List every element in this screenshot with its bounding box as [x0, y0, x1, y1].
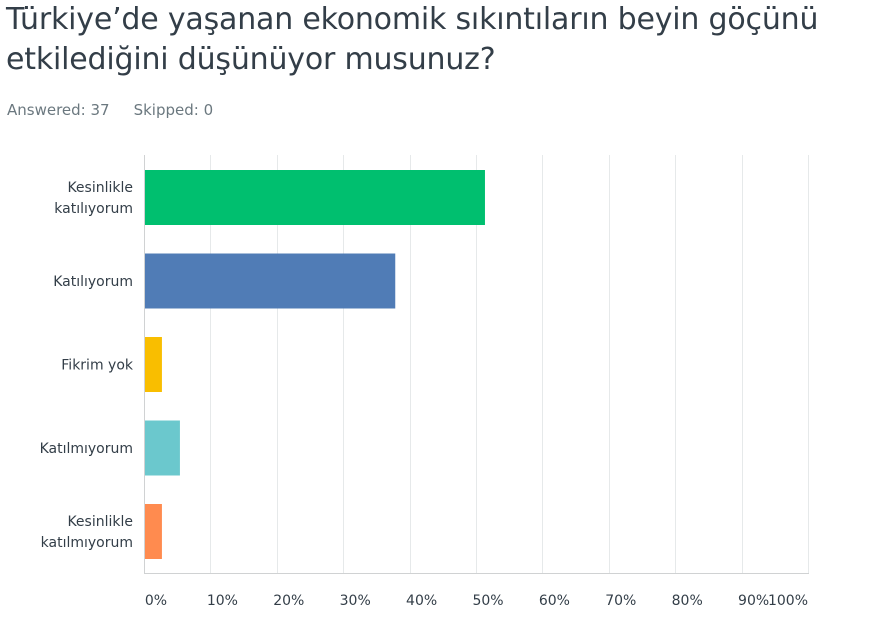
tick-label: 0%	[145, 593, 167, 609]
bar	[145, 504, 162, 559]
bar	[145, 253, 396, 309]
category-label: Kesinlikle katılmıyorum	[41, 514, 133, 551]
axes	[144, 155, 809, 574]
skipped-count: Skipped: 0	[133, 101, 214, 119]
bar	[145, 420, 180, 476]
category-label-line: katılmıyorum	[41, 535, 133, 551]
category-label-line: Kesinlikle	[67, 514, 133, 530]
category-label-line: Katılmıyorum	[40, 441, 133, 457]
category-label-line: Fikrim yok	[61, 358, 134, 374]
tick-label: 70%	[605, 593, 636, 609]
category-label-line: katılıyorum	[54, 201, 133, 217]
category-label-line: Katılıyorum	[53, 274, 133, 290]
tick-label: 80%	[672, 593, 703, 609]
category-label: Fikrim yok	[61, 358, 134, 374]
bar	[145, 337, 162, 392]
tick-label: 10%	[207, 593, 238, 609]
tick-label: 90%	[738, 593, 769, 609]
answered-count: Answered: 37	[7, 101, 110, 119]
category-label: Katılmıyorum	[40, 441, 133, 457]
tick-label: 100%	[768, 593, 808, 609]
tick-label: 30%	[340, 593, 371, 609]
bar	[145, 170, 485, 225]
tick-label: 20%	[273, 593, 304, 609]
category-label: Katılıyorum	[53, 274, 133, 290]
tick-label: 60%	[539, 593, 570, 609]
bars	[145, 170, 485, 559]
question-title: Türkiye’de yaşanan ekonomik sıkıntıların…	[6, 2, 819, 77]
category-label: Kesinlikle katılıyorum	[54, 180, 133, 217]
tick-label: 40%	[406, 593, 437, 609]
category-label-line: Kesinlikle	[67, 180, 133, 196]
tick-label: 50%	[472, 593, 503, 609]
category-labels: Kesinlikle katılıyorum Katılıyorum Fikrim y…	[40, 180, 134, 551]
response-stats: Answered: 37 Skipped: 0	[7, 101, 213, 119]
tick-labels: 0% 10% 20% 30% 40% 50% 60% 70% 80% 90%100%	[145, 593, 808, 609]
